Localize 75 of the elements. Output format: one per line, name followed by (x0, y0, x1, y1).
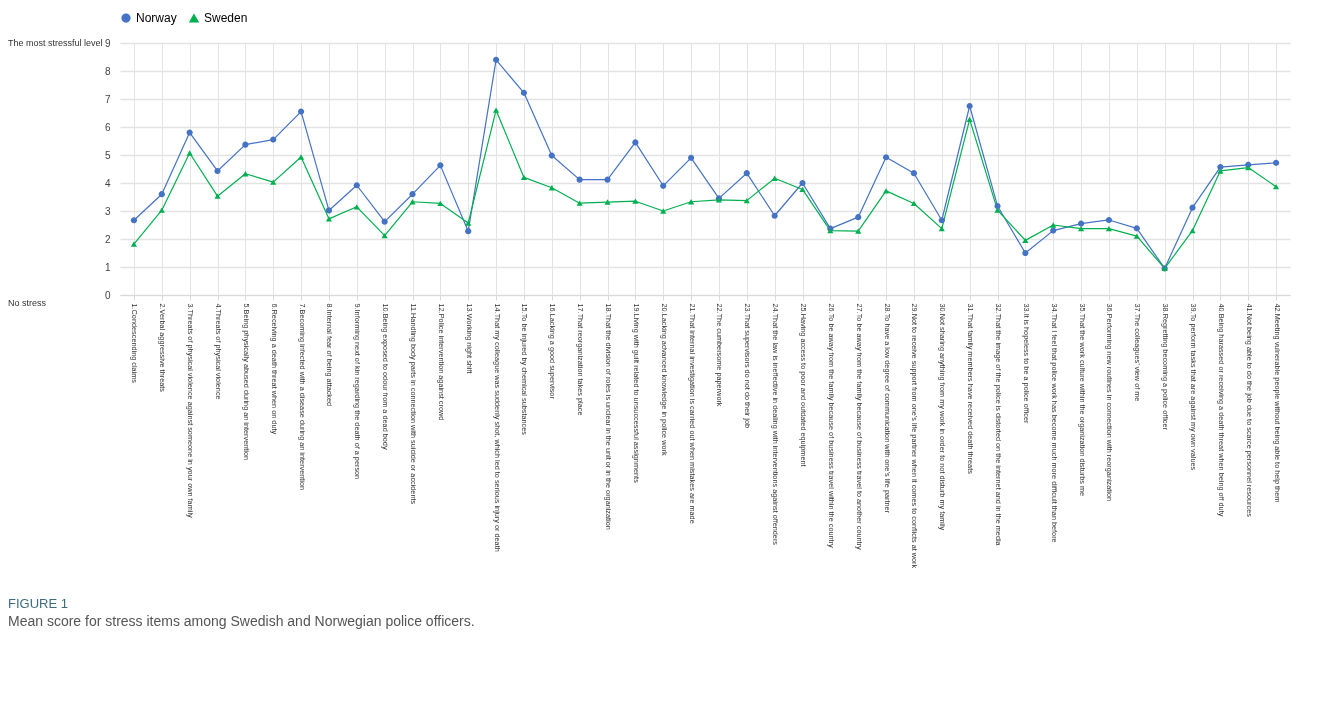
point (882, 154, 890, 161)
point (1022, 249, 1029, 257)
point (1133, 233, 1140, 239)
point (604, 176, 611, 183)
point (855, 214, 862, 221)
point (799, 186, 806, 193)
point (492, 107, 500, 113)
y-tick-label: 1 (104, 261, 111, 273)
text: Mean score for stress items among Swedish and Norwegian police officers. (8, 612, 475, 629)
point (437, 162, 444, 169)
y-tick-label: 6 (104, 121, 111, 133)
point (1217, 163, 1224, 171)
point (604, 199, 611, 205)
point (743, 170, 750, 177)
point (660, 208, 667, 214)
point (492, 56, 500, 63)
point (966, 116, 973, 123)
y-tick-label: 8 (104, 65, 111, 77)
point (1189, 204, 1196, 211)
point (966, 102, 973, 110)
point (1050, 222, 1057, 228)
point (576, 176, 583, 183)
point (910, 170, 918, 177)
y-tick-label: 7 (104, 93, 111, 105)
point (186, 129, 193, 136)
point (437, 200, 444, 207)
point (882, 188, 890, 194)
y-tick-label: 9 (104, 37, 111, 49)
point (687, 154, 695, 161)
point (632, 139, 639, 146)
point (214, 193, 221, 199)
point (381, 232, 388, 239)
point (465, 228, 472, 235)
point (938, 217, 945, 224)
point (186, 150, 193, 156)
point (1272, 159, 1280, 166)
point (130, 217, 138, 224)
point (1105, 216, 1113, 224)
point (465, 220, 472, 226)
point (1105, 225, 1113, 232)
point (130, 241, 138, 247)
point (855, 228, 862, 234)
point (158, 191, 165, 198)
point (771, 175, 778, 181)
point (520, 174, 528, 181)
point (353, 182, 360, 189)
point (1077, 225, 1085, 232)
text: No stress (8, 298, 47, 308)
point (1217, 168, 1224, 174)
point (242, 141, 249, 148)
point (910, 200, 918, 207)
point (576, 200, 583, 206)
point (938, 225, 945, 232)
point (325, 216, 333, 222)
point (270, 179, 277, 185)
point (381, 218, 388, 225)
point (1272, 183, 1280, 190)
point (1189, 227, 1196, 234)
text: The most stressful level (8, 38, 103, 48)
legend-label: Norway (136, 11, 177, 26)
point (743, 197, 750, 204)
point (660, 182, 667, 189)
point (994, 207, 1001, 213)
point (1022, 237, 1029, 244)
y-tick-label: 2 (104, 233, 111, 245)
point (297, 154, 305, 160)
point (158, 207, 165, 213)
text: FIGURE 1 (8, 595, 68, 611)
point (520, 89, 528, 96)
point (632, 198, 639, 204)
y-tick-label: 0 (104, 289, 111, 301)
y-tick-label: 5 (104, 149, 111, 161)
legend-label: Sweden (204, 11, 248, 26)
y-tick-label: 4 (104, 177, 111, 189)
y-tick-label: 3 (104, 205, 111, 217)
